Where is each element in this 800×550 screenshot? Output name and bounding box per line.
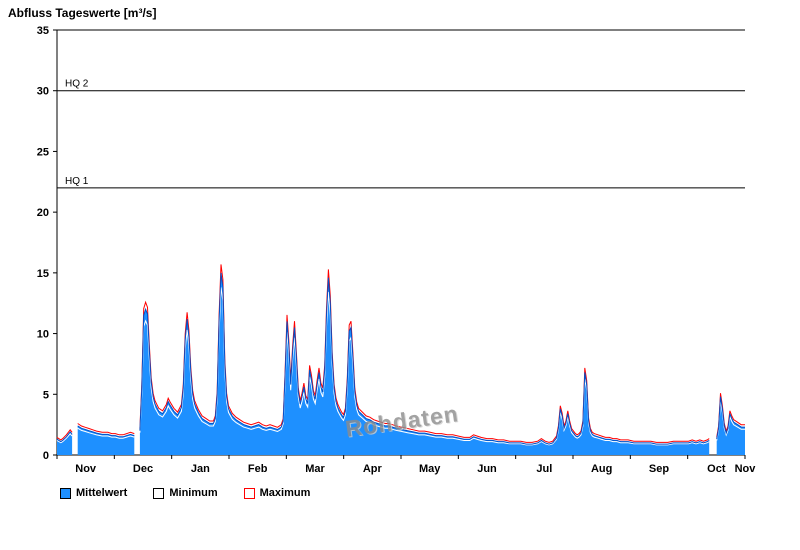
- legend-item-minimum: Minimum: [153, 487, 218, 499]
- legend-label-maximum: Maximum: [259, 487, 311, 499]
- series-mittelwert-area: [139, 272, 710, 455]
- series-mittelwert-area: [716, 396, 745, 455]
- legend: Mittelwert Minimum Maximum: [60, 487, 310, 499]
- chart-title: Abfluss Tageswerte [m³/s]: [8, 6, 157, 20]
- series-mittelwert-line: [56, 431, 73, 443]
- mittelwert-swatch-icon: [60, 487, 71, 499]
- x-month-label: Jul: [536, 463, 552, 475]
- x-month-label: May: [419, 463, 441, 475]
- series-minimum-line: [56, 433, 73, 444]
- x-month-label: Sep: [649, 463, 669, 475]
- y-tick-label: 25: [37, 146, 49, 158]
- reference-label: HQ 1: [65, 176, 89, 187]
- y-tick-label: 0: [43, 450, 49, 462]
- y-tick-label: 30: [37, 86, 49, 98]
- legend-item-maximum: Maximum: [243, 487, 311, 499]
- x-month-label: Aug: [591, 463, 612, 475]
- minimum-swatch-icon: [153, 487, 165, 499]
- legend-label-mittelwert: Mittelwert: [76, 487, 128, 499]
- x-month-label: Oct: [707, 463, 726, 475]
- x-month-label: Nov: [735, 463, 757, 475]
- legend-item-mittelwert: Mittelwert: [60, 487, 127, 499]
- y-tick-label: 35: [37, 25, 49, 37]
- x-month-label: Jun: [477, 463, 497, 475]
- x-month-label: Dec: [133, 463, 153, 475]
- series-mittelwert-area: [57, 431, 73, 455]
- series-minimum-line: [77, 427, 135, 439]
- x-month-label: Nov: [75, 463, 97, 475]
- x-month-label: Apr: [363, 463, 383, 475]
- x-month-label: Mar: [305, 463, 325, 475]
- series-maximum-line: [77, 423, 135, 436]
- maximum-swatch-icon: [243, 487, 255, 499]
- series-mittelwert-line: [139, 272, 710, 445]
- series-mittelwert-line: [716, 396, 745, 440]
- series-maximum-line: [56, 428, 73, 441]
- y-tick-label: 20: [37, 207, 49, 219]
- y-tick-label: 10: [37, 329, 49, 341]
- series-mittelwert-line: [77, 425, 135, 438]
- reference-label: HQ 2: [65, 79, 89, 90]
- legend-label-minimum: Minimum: [169, 487, 218, 499]
- x-month-label: Jan: [191, 463, 210, 475]
- y-tick-label: 15: [37, 268, 49, 280]
- x-month-label: Feb: [248, 463, 268, 475]
- y-tick-label: 5: [43, 389, 49, 401]
